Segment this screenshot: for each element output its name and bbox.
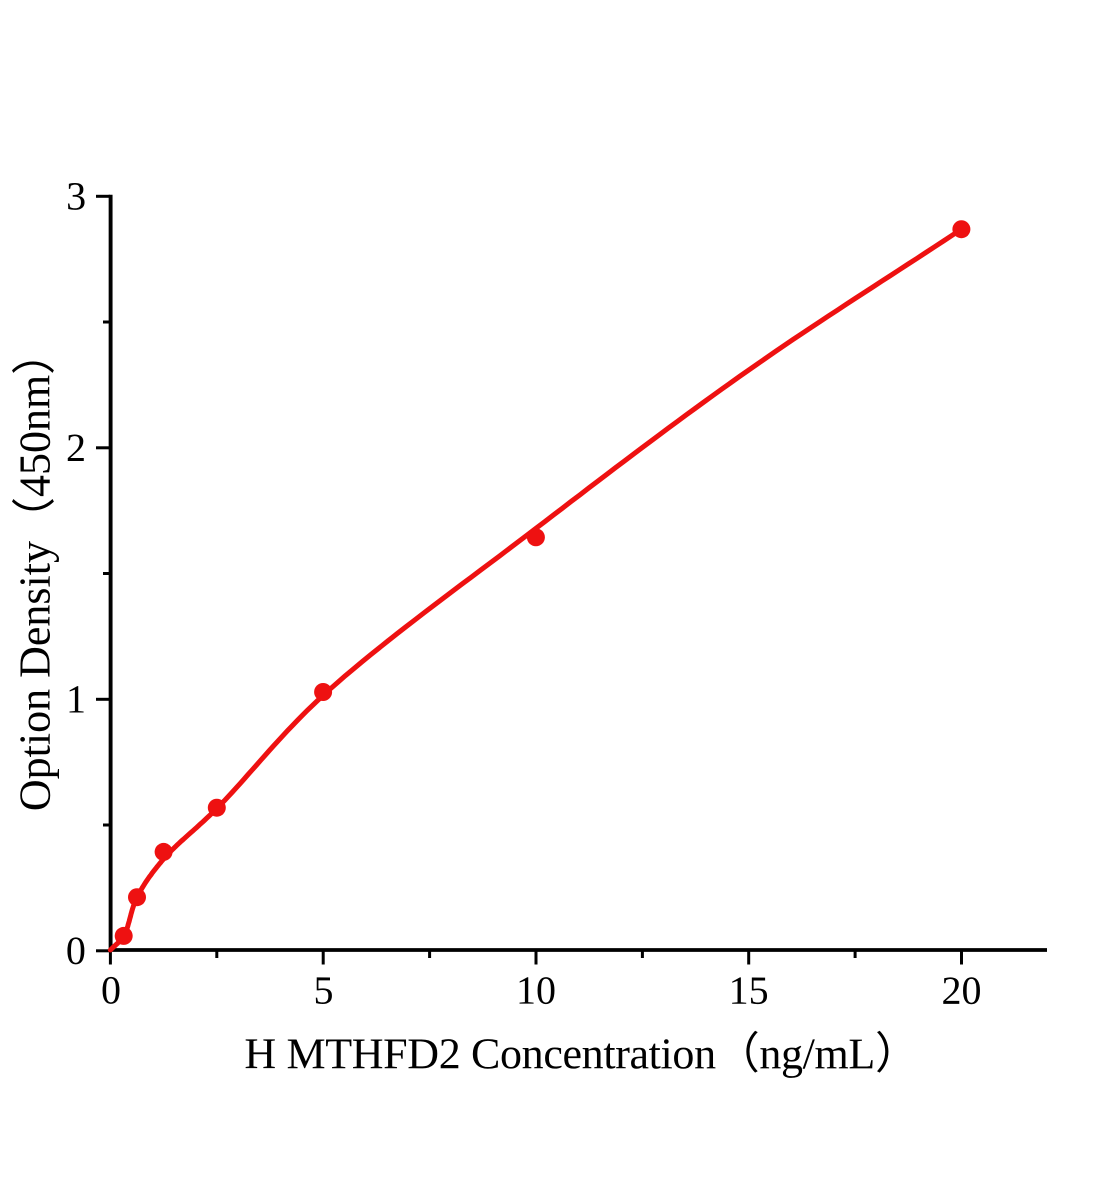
svg-text:1: 1 (66, 676, 86, 721)
svg-text:15: 15 (729, 968, 769, 1013)
svg-text:H MTHFD2 Concentration（ng/mL）: H MTHFD2 Concentration（ng/mL） (244, 1029, 918, 1078)
svg-text:2: 2 (66, 425, 86, 470)
svg-text:0: 0 (66, 928, 86, 973)
svg-text:20: 20 (941, 968, 981, 1013)
svg-text:0: 0 (101, 968, 121, 1013)
svg-text:10: 10 (516, 968, 556, 1013)
svg-text:Option Density（450nm）: Option Density（450nm） (11, 331, 60, 811)
svg-text:5: 5 (313, 968, 333, 1013)
svg-text:3: 3 (66, 173, 86, 218)
